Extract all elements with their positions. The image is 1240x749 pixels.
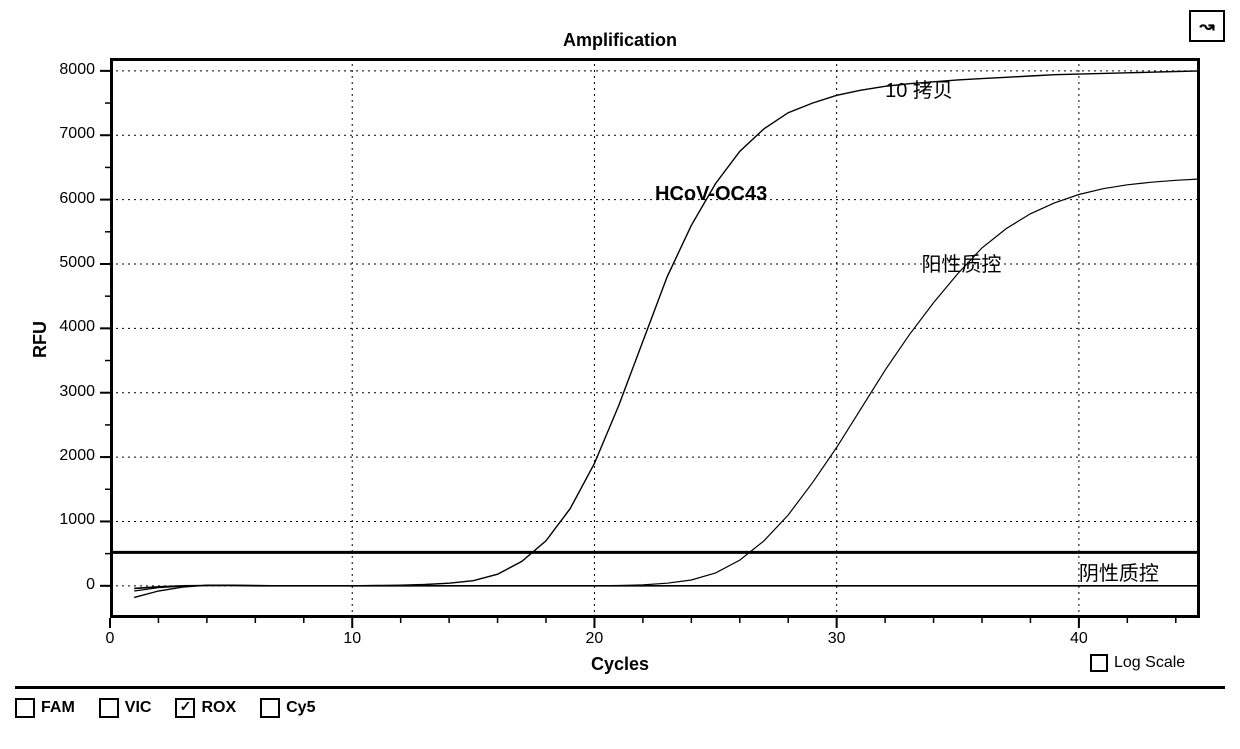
channel-fam[interactable]: FAM	[15, 698, 75, 718]
channel-label: Cy5	[286, 699, 315, 716]
channel-checkbox[interactable]	[99, 698, 119, 718]
y-axis-label: RFU	[30, 321, 51, 358]
y-tick-label: 5000	[40, 254, 95, 272]
y-tick-label: 0	[40, 576, 95, 594]
y-tick-label: 8000	[40, 61, 95, 79]
x-tick-label: 10	[332, 630, 372, 648]
y-tick-label: 2000	[40, 447, 95, 465]
log-scale-label: Log Scale	[1114, 654, 1185, 671]
x-axis-label: Cycles	[0, 654, 1240, 675]
channel-label: ROX	[201, 699, 236, 716]
channel-rox[interactable]: ROX	[175, 698, 236, 718]
y-tick-label: 1000	[40, 511, 95, 529]
chart-annotation: 阳性质控	[921, 248, 1001, 277]
y-tick-label: 3000	[40, 383, 95, 401]
separator-line	[15, 686, 1225, 689]
x-tick-label: 20	[574, 630, 614, 648]
chart-container: Amplification ↝ 010002000300040005000600…	[0, 0, 1240, 749]
x-tick-label: 40	[1059, 630, 1099, 648]
channel-selector-row: FAM VIC ROX Cy5	[15, 698, 339, 718]
channel-cy5[interactable]: Cy5	[260, 698, 315, 718]
log-scale-box[interactable]	[1090, 654, 1108, 672]
x-tick-label: 30	[817, 630, 857, 648]
y-tick-label: 6000	[40, 190, 95, 208]
chart-annotation: 阴性质控	[1079, 557, 1159, 586]
plot-svg	[0, 0, 1240, 749]
channel-label: FAM	[41, 699, 75, 716]
channel-vic[interactable]: VIC	[99, 698, 152, 718]
channel-label: VIC	[125, 699, 152, 716]
y-tick-label: 7000	[40, 125, 95, 143]
channel-checkbox[interactable]	[260, 698, 280, 718]
channel-checkbox[interactable]	[15, 698, 35, 718]
log-scale-checkbox[interactable]: Log Scale	[1090, 654, 1185, 672]
channel-checkbox[interactable]	[175, 698, 195, 718]
chart-annotation: 10 拷贝	[885, 74, 953, 103]
x-tick-label: 0	[90, 630, 130, 648]
chart-annotation: HCoV-OC43	[655, 183, 767, 206]
